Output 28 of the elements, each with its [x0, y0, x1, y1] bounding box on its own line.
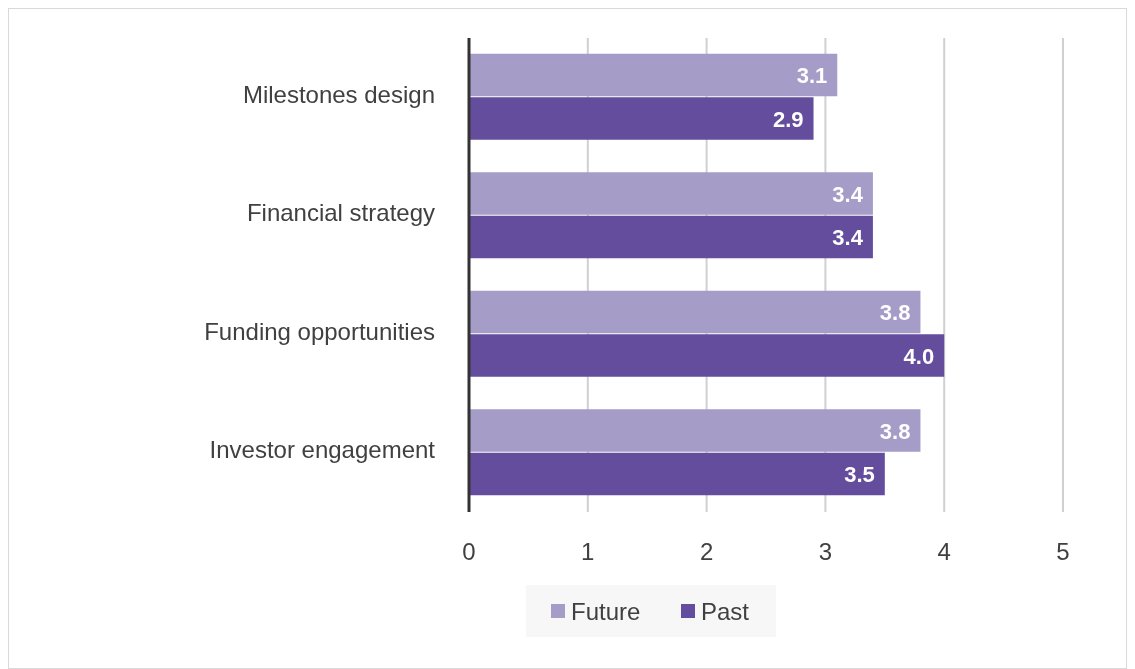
y-tick-label: Investor engagement	[209, 436, 436, 464]
x-tick-label: 4	[937, 537, 951, 565]
bar	[469, 172, 873, 215]
bar	[469, 290, 921, 334]
x-tick-label: 5	[1056, 537, 1070, 565]
text: 3.8	[879, 300, 911, 325]
text: 3.8	[879, 418, 911, 444]
text: 3.1	[796, 63, 828, 88]
text: 3.5	[844, 462, 875, 487]
y-tick-label: Milestones design	[242, 80, 435, 108]
bar	[469, 97, 814, 140]
bar	[469, 452, 885, 496]
x-tick-label: 3	[818, 537, 833, 565]
y-tick-label: Funding opportunities	[204, 317, 435, 345]
y-tick-label: Financial strategy	[246, 199, 435, 227]
x-tick-label: 1	[581, 537, 595, 565]
legend-label: Past	[701, 597, 750, 625]
x-tick-label: 0	[462, 537, 476, 565]
bar	[469, 409, 921, 452]
legend-label: Future	[571, 597, 641, 625]
bar	[469, 53, 838, 97]
text: 3.4	[832, 181, 863, 207]
bar	[469, 334, 945, 377]
text: 2.9	[772, 106, 804, 132]
x-tick-label: 2	[699, 537, 714, 565]
text: 3.4	[832, 225, 863, 250]
text: 4.0	[903, 343, 935, 369]
bar	[469, 215, 873, 259]
